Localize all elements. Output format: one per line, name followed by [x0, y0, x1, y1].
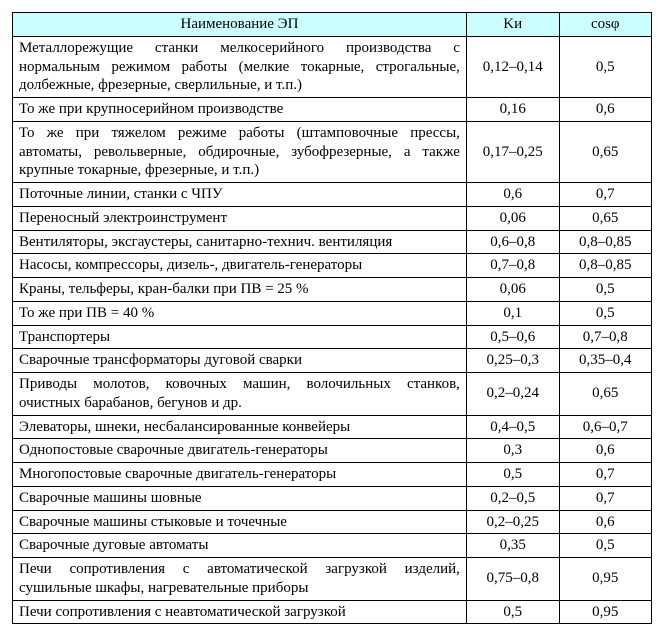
- table-row: Краны, тельферы, кран-балки при ПВ = 25 …: [13, 278, 652, 302]
- cell-name: Приводы молотов, ковочных машин, волочил…: [13, 373, 467, 416]
- table-row: То же при тяжелом режиме работы (штампов…: [13, 121, 652, 182]
- cell-ki: 0,2–0,25: [466, 510, 559, 534]
- cell-ki: 0,75–0,8: [466, 558, 559, 601]
- cell-cosphi: 0,5: [559, 301, 651, 325]
- cell-name: Краны, тельферы, кран-балки при ПВ = 25 …: [13, 278, 467, 302]
- cell-cosphi: 0,5: [559, 278, 651, 302]
- cell-name: Поточные линии, станки с ЧПУ: [13, 183, 467, 207]
- cell-cosphi: 0,7: [559, 463, 651, 487]
- table-header-row: Наименование ЭП Kи cosφ: [13, 13, 652, 37]
- table-row: Однопостовые сварочные двигатель-генерат…: [13, 439, 652, 463]
- cell-cosphi: 0,7–0,8: [559, 325, 651, 349]
- table-row: Сварочные трансформаторы дуговой сварки0…: [13, 349, 652, 373]
- table-row: Насосы, компрессоры, дизель-, двигатель-…: [13, 254, 652, 278]
- table-row: Сварочные машины стыковые и точечные0,2–…: [13, 510, 652, 534]
- cell-cosphi: 0,8–0,85: [559, 230, 651, 254]
- table-row: Элеваторы, шнеки, несбалансированные кон…: [13, 415, 652, 439]
- table-row: Поточные линии, станки с ЧПУ0,60,7: [13, 183, 652, 207]
- table-row: Вентиляторы, эксгаустеры, санитарно-техн…: [13, 230, 652, 254]
- cell-name: То же при ПВ = 40 %: [13, 301, 467, 325]
- cell-ki: 0,3: [466, 439, 559, 463]
- cell-cosphi: 0,35–0,4: [559, 349, 651, 373]
- cell-name: Переносный электроинструмент: [13, 206, 467, 230]
- ep-coefficients-table: Наименование ЭП Kи cosφ Металлорежущие с…: [12, 12, 652, 624]
- cell-cosphi: 0,95: [559, 600, 651, 624]
- table-row: Печи сопротивления с автоматической загр…: [13, 558, 652, 601]
- cell-name: Элеваторы, шнеки, несбалансированные кон…: [13, 415, 467, 439]
- cell-name: Металлорежущие станки мелкосерийного про…: [13, 36, 467, 97]
- header-ki: Kи: [466, 13, 559, 37]
- cell-cosphi: 0,6: [559, 98, 651, 122]
- cell-name: То же при тяжелом режиме работы (штампов…: [13, 121, 467, 182]
- table-row: Переносный электроинструмент0,060,65: [13, 206, 652, 230]
- table-row: Многопостовые сварочные двигатель-генера…: [13, 463, 652, 487]
- cell-name: Сварочные дуговые автоматы: [13, 534, 467, 558]
- cell-name: Вентиляторы, эксгаустеры, санитарно-техн…: [13, 230, 467, 254]
- cell-name: Сварочные трансформаторы дуговой сварки: [13, 349, 467, 373]
- cell-ki: 0,5: [466, 600, 559, 624]
- cell-ki: 0,06: [466, 278, 559, 302]
- table-row: Транспортеры0,5–0,60,7–0,8: [13, 325, 652, 349]
- cell-cosphi: 0,95: [559, 558, 651, 601]
- cell-ki: 0,4–0,5: [466, 415, 559, 439]
- cell-ki: 0,1: [466, 301, 559, 325]
- table-row: То же при крупносерийном производстве0,1…: [13, 98, 652, 122]
- cell-name: Насосы, компрессоры, дизель-, двигатель-…: [13, 254, 467, 278]
- cell-name: Однопостовые сварочные двигатель-генерат…: [13, 439, 467, 463]
- cell-ki: 0,12–0,14: [466, 36, 559, 97]
- cell-ki: 0,5–0,6: [466, 325, 559, 349]
- cell-cosphi: 0,65: [559, 206, 651, 230]
- cell-cosphi: 0,5: [559, 36, 651, 97]
- cell-name: То же при крупносерийном производстве: [13, 98, 467, 122]
- header-cosphi: cosφ: [559, 13, 651, 37]
- table-row: Сварочные машины шовные0,2–0,50,7: [13, 486, 652, 510]
- header-name: Наименование ЭП: [13, 13, 467, 37]
- cell-cosphi: 0,6: [559, 510, 651, 534]
- cell-cosphi: 0,65: [559, 373, 651, 416]
- cell-ki: 0,6: [466, 183, 559, 207]
- table-row: Печи сопротивления с неавтоматической за…: [13, 600, 652, 624]
- cell-ki: 0,16: [466, 98, 559, 122]
- cell-cosphi: 0,6: [559, 439, 651, 463]
- cell-cosphi: 0,65: [559, 121, 651, 182]
- cell-cosphi: 0,8–0,85: [559, 254, 651, 278]
- table-row: Металлорежущие станки мелкосерийного про…: [13, 36, 652, 97]
- cell-ki: 0,7–0,8: [466, 254, 559, 278]
- cell-ki: 0,06: [466, 206, 559, 230]
- cell-ki: 0,35: [466, 534, 559, 558]
- cell-ki: 0,2–0,5: [466, 486, 559, 510]
- cell-cosphi: 0,6–0,7: [559, 415, 651, 439]
- cell-ki: 0,6–0,8: [466, 230, 559, 254]
- cell-ki: 0,25–0,3: [466, 349, 559, 373]
- cell-ki: 0,17–0,25: [466, 121, 559, 182]
- cell-cosphi: 0,7: [559, 486, 651, 510]
- table-row: То же при ПВ = 40 %0,10,5: [13, 301, 652, 325]
- cell-name: Сварочные машины шовные: [13, 486, 467, 510]
- cell-ki: 0,5: [466, 463, 559, 487]
- cell-cosphi: 0,5: [559, 534, 651, 558]
- cell-name: Транспортеры: [13, 325, 467, 349]
- cell-ki: 0,2–0,24: [466, 373, 559, 416]
- cell-name: Многопостовые сварочные двигатель-генера…: [13, 463, 467, 487]
- cell-cosphi: 0,7: [559, 183, 651, 207]
- table-row: Сварочные дуговые автоматы0,350,5: [13, 534, 652, 558]
- cell-name: Печи сопротивления с автоматической загр…: [13, 558, 467, 601]
- cell-name: Печи сопротивления с неавтоматической за…: [13, 600, 467, 624]
- table-row: Приводы молотов, ковочных машин, волочил…: [13, 373, 652, 416]
- cell-name: Сварочные машины стыковые и точечные: [13, 510, 467, 534]
